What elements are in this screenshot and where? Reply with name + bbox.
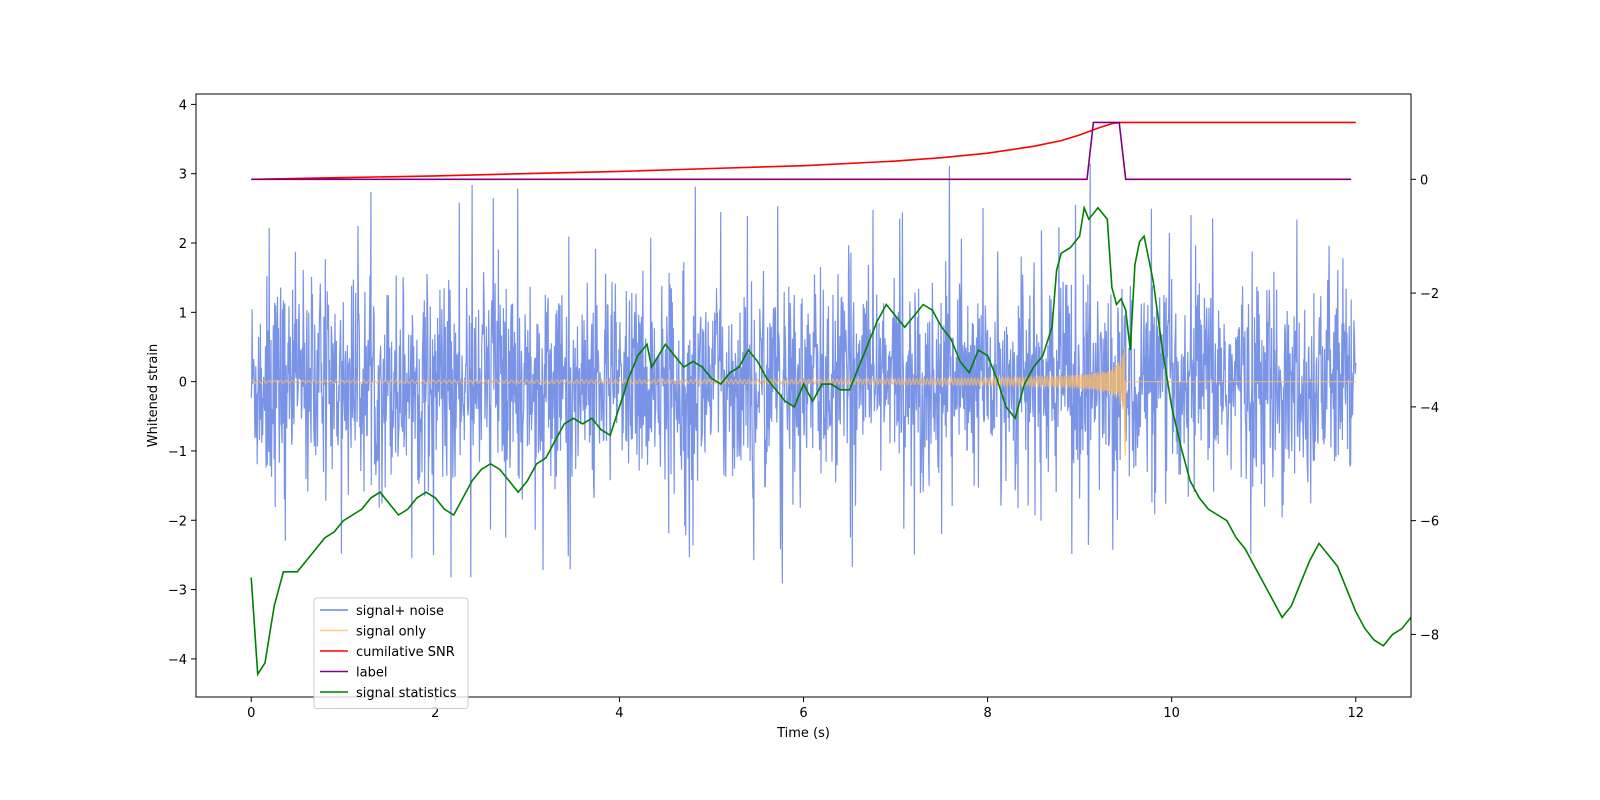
- series-label: [251, 121, 1352, 181]
- y2-tick-label: −2: [1420, 287, 1439, 302]
- x-tick-label: 4: [615, 706, 623, 721]
- x-tick-label: 6: [799, 706, 807, 721]
- plot-area: [250, 121, 1411, 677]
- series-signal-only: [250, 347, 1356, 456]
- y-tick-label: 2: [179, 237, 187, 252]
- legend: signal+ noise signal only cumilative SNR la…: [313, 597, 469, 709]
- legend-box: [313, 597, 469, 709]
- x-axis-label: Time (s): [776, 726, 830, 741]
- series-line: [250, 163, 1357, 584]
- y2-tick-label: −8: [1420, 628, 1439, 643]
- y-tick-label: −2: [168, 514, 187, 529]
- series-line: [250, 347, 1356, 456]
- y-axis-left: −4 −3 −2 −1 0 1 2 3 4: [168, 98, 196, 668]
- y-axis-label: Whitened strain: [146, 344, 161, 447]
- legend-label: cumilative SNR: [356, 645, 455, 660]
- y-tick-label: 3: [179, 168, 187, 183]
- y-tick-label: −1: [168, 445, 187, 460]
- series-cumilative-snr: [251, 121, 1356, 181]
- series-line: [250, 204, 1411, 677]
- legend-label: signal+ noise: [356, 604, 444, 619]
- series-signal-noise: [250, 163, 1357, 584]
- y2-tick-label: −4: [1420, 401, 1439, 416]
- legend-label: label: [356, 666, 387, 681]
- series-signal-statistics: [250, 204, 1411, 677]
- legend-label: signal statistics: [356, 686, 457, 701]
- y-tick-label: −4: [168, 653, 187, 668]
- y-tick-label: 4: [179, 98, 187, 113]
- x-tick-label: 12: [1347, 706, 1364, 721]
- y2-tick-label: −6: [1420, 515, 1439, 530]
- legend-label: signal only: [356, 625, 426, 640]
- y-tick-label: 1: [179, 306, 187, 321]
- x-tick-label: 0: [247, 706, 255, 721]
- y-axis-right: −8 −6 −4 −2 0: [1411, 173, 1439, 643]
- y2-tick-label: 0: [1420, 173, 1428, 188]
- y-tick-label: 0: [179, 376, 187, 391]
- x-tick-label: 10: [1163, 706, 1180, 721]
- x-tick-label: 8: [983, 706, 991, 721]
- x-tick-label: 2: [431, 706, 439, 721]
- series-line: [251, 121, 1352, 181]
- y-tick-label: −3: [168, 584, 187, 599]
- series-line: [251, 121, 1356, 181]
